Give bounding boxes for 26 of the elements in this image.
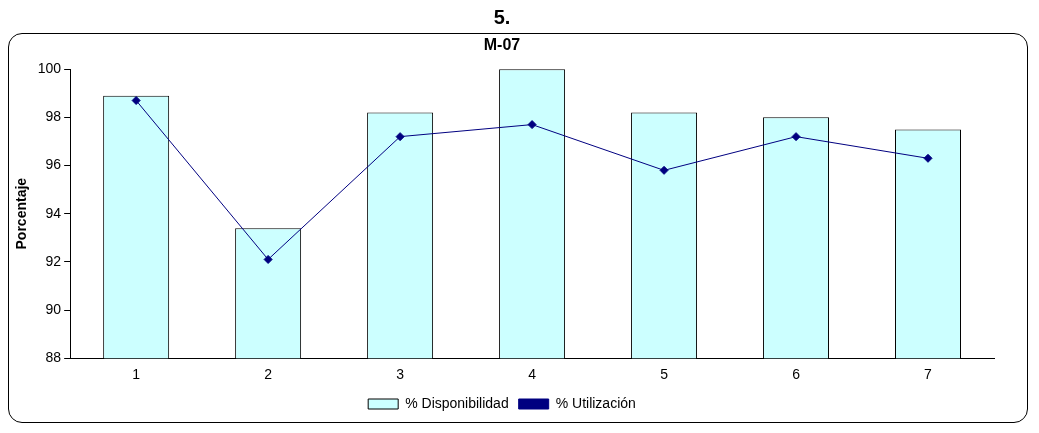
x-tick-label: 7 [924, 366, 933, 383]
x-tick-label: 3 [396, 366, 405, 383]
y-tick-label: 100 [37, 60, 62, 77]
y-tick-label: 96 [45, 156, 62, 173]
y-tick-label: 92 [45, 252, 62, 269]
y-tick-label: 98 [45, 108, 62, 125]
x-tick-label: 2 [264, 366, 273, 383]
point [395, 132, 405, 142]
chart-subtitle: M-07 [483, 36, 521, 54]
y-tick-label: 88 [45, 349, 62, 366]
point [923, 153, 933, 163]
point [659, 165, 669, 175]
point [527, 120, 537, 130]
point [131, 96, 141, 106]
y-axis-title: Porcentaje [13, 177, 30, 250]
x-tick-label: 1 [132, 366, 141, 383]
chart-title: 5. [493, 5, 511, 28]
point [263, 254, 273, 264]
x-tick-label: 5 [660, 366, 669, 383]
y-tick-label: 90 [45, 300, 62, 317]
x-tick-label: 4 [528, 366, 537, 383]
x-tick-label: 6 [792, 366, 801, 383]
point [791, 132, 801, 142]
y-tick-label: 94 [45, 204, 62, 221]
legend-label: % Utilización [555, 394, 636, 411]
legend-label: % Disponibilidad [405, 394, 509, 411]
